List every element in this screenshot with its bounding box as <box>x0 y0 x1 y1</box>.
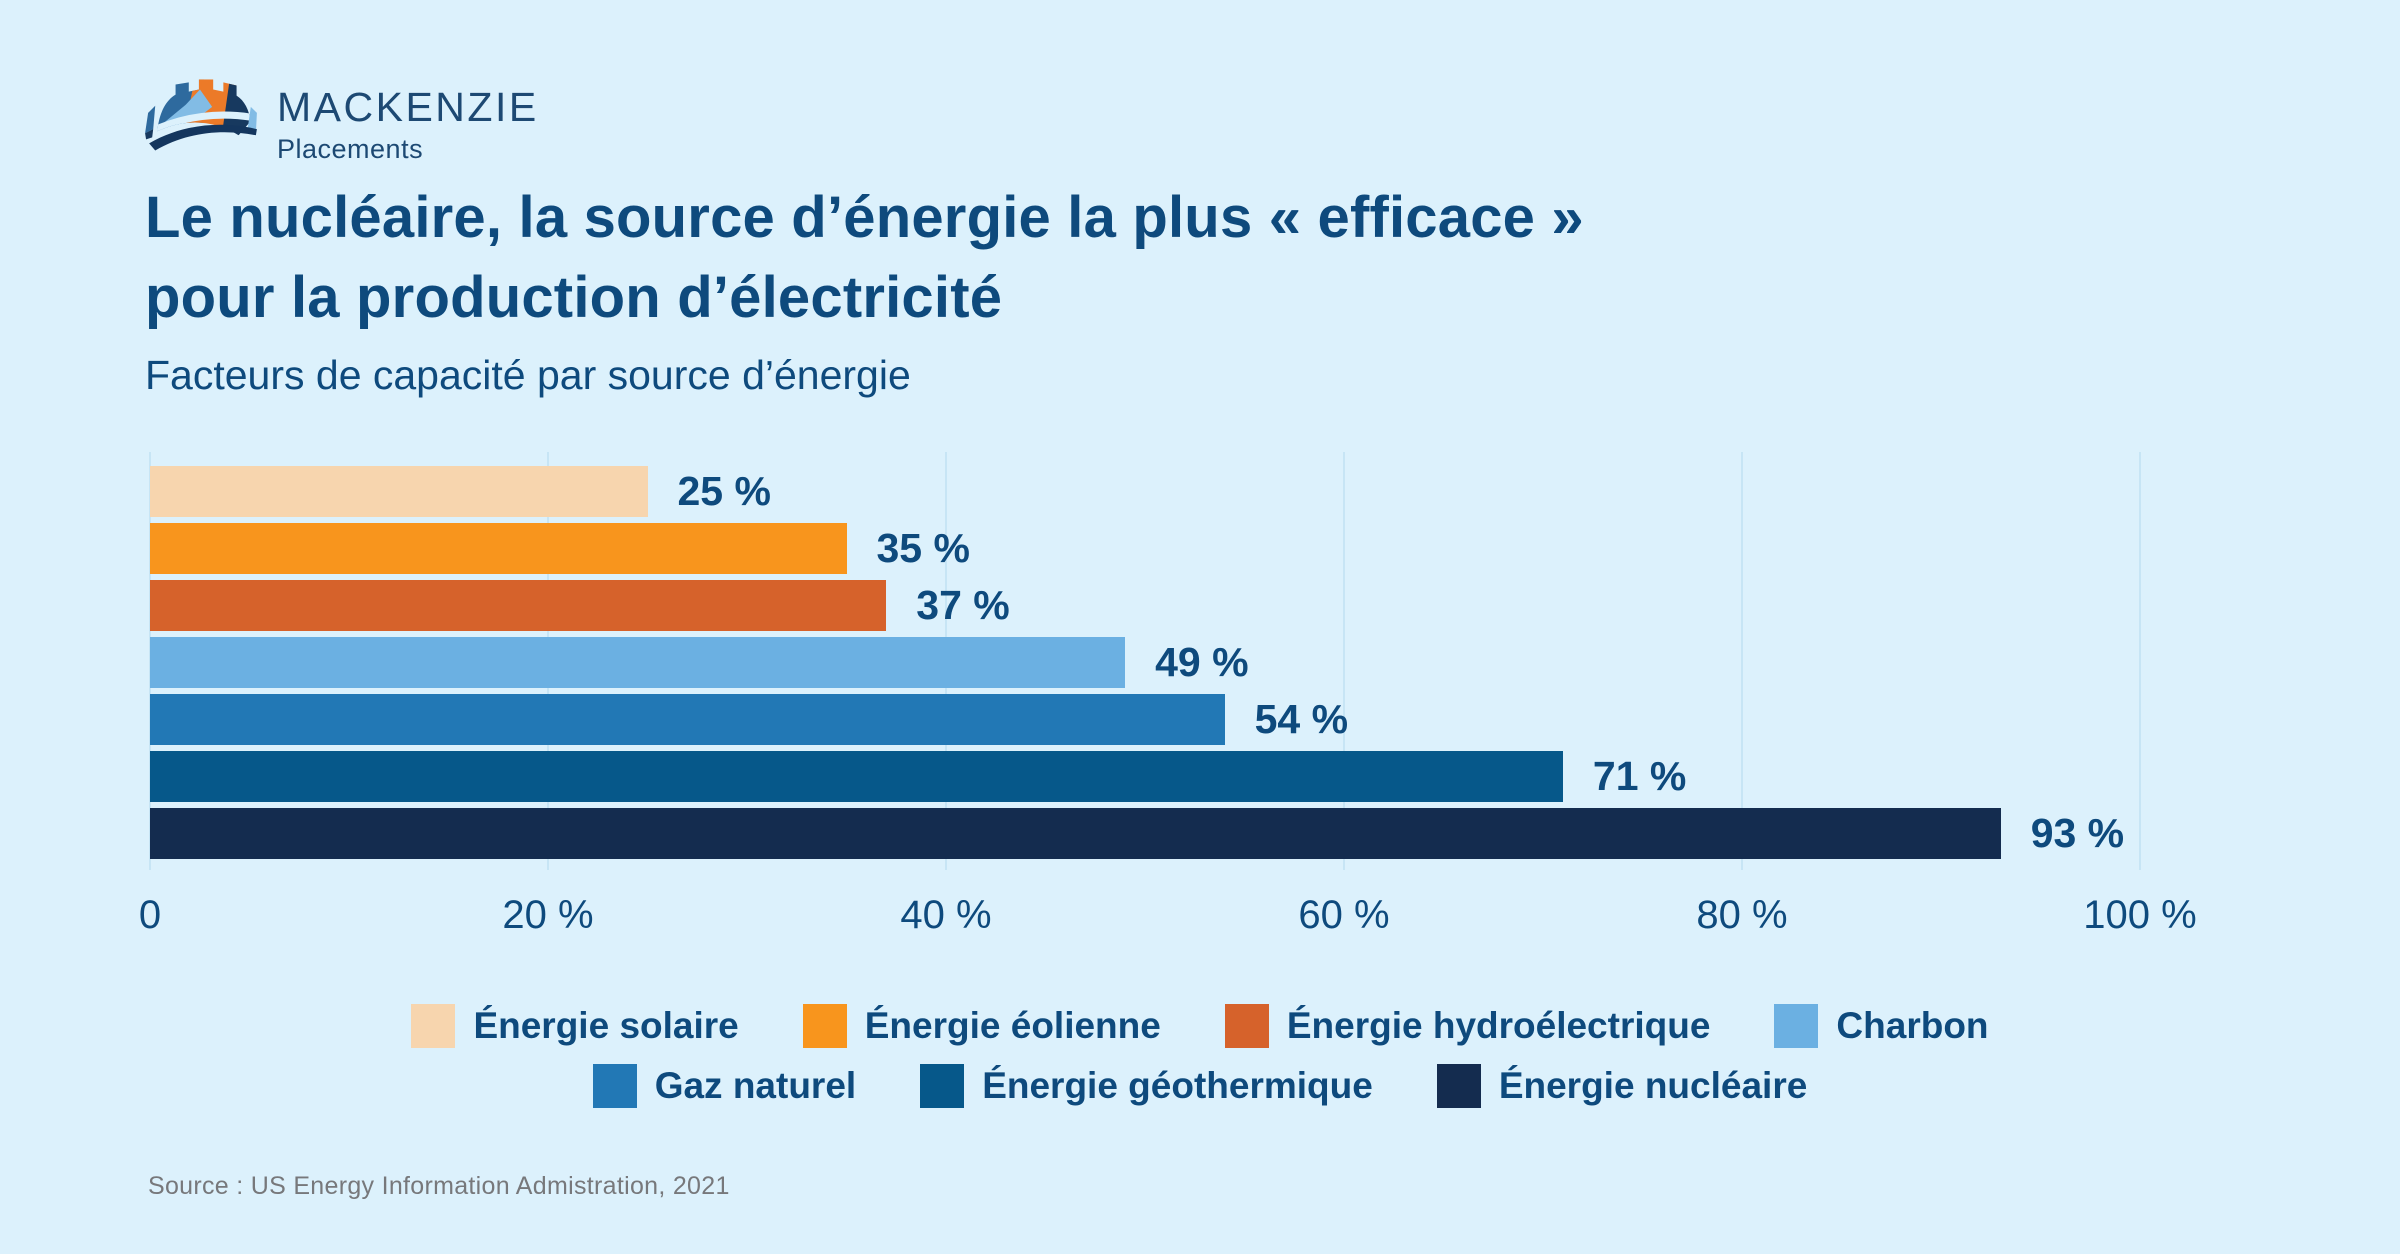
legend-swatch-charbon <box>1774 1004 1819 1048</box>
bar-energie-solaire <box>150 466 648 517</box>
legend-swatch-energie-hydroelectrique <box>1224 1004 1269 1048</box>
bar-value-label: 93 % <box>2030 810 2125 856</box>
bar-row: 35 % <box>150 523 2140 574</box>
bars-group: 25 % 35 % 37 % 49 % 54 % 71 % <box>150 466 2140 859</box>
bar-energie-geothermique <box>150 751 1563 802</box>
bar-chart-plot-area: 25 % 35 % 37 % 49 % 54 % 71 % <box>149 452 2141 870</box>
mackenzie-castle-logo-icon <box>145 79 257 151</box>
brand-subtitle: Placements <box>277 134 424 164</box>
bar-charbon <box>150 637 1126 688</box>
legend-swatch-energie-nucleaire <box>1436 1064 1481 1108</box>
x-axis-tick-label: 20 % <box>502 893 594 937</box>
bar-energie-eolienne <box>150 523 847 574</box>
legend-item-energie-nucleaire: Énergie nucléaire <box>1436 1064 1808 1108</box>
legend-label: Énergie nucléaire <box>1498 1065 1808 1106</box>
legend-item-energie-geothermique: Énergie géothermique <box>920 1064 1373 1108</box>
legend-row-1: Énergie solaire Énergie éolienne Énergie… <box>0 1004 2400 1048</box>
legend-row-2: Gaz naturel Énergie géothermique Énergie… <box>0 1064 2400 1108</box>
brand-logo: MACKENZIE Placements <box>141 74 539 165</box>
legend-label: Gaz naturel <box>654 1065 857 1106</box>
x-axis: 0 20 % 40 % 60 % 80 % 100 % <box>139 893 2197 943</box>
brand-name: MACKENZIE <box>277 84 539 130</box>
legend: Énergie solaire Énergie éolienne Énergie… <box>0 1004 2400 1124</box>
legend-item-energie-eolienne: Énergie éolienne <box>802 1004 1161 1048</box>
bar-value-label: 54 % <box>1254 696 1349 742</box>
bar-gaz-naturel <box>150 694 1225 745</box>
x-axis-tick-label: 60 % <box>1298 893 1390 937</box>
bar-value-label: 49 % <box>1155 639 1249 685</box>
legend-swatch-gaz-naturel <box>592 1064 637 1108</box>
legend-item-energie-solaire: Énergie solaire <box>411 1004 739 1048</box>
bar-energie-nucleaire <box>150 808 2001 859</box>
chart-title: Le nucléaire, la source d’énergie la plu… <box>145 178 1584 338</box>
legend-item-gaz-naturel: Gaz naturel <box>592 1064 857 1108</box>
legend-label: Charbon <box>1836 1005 1989 1046</box>
bar-row: 37 % <box>150 580 2140 631</box>
legend-swatch-energie-solaire <box>411 1004 456 1048</box>
gridline-100 <box>2139 452 2141 870</box>
legend-item-charbon: Charbon <box>1774 1004 1989 1048</box>
bar-row: 71 % <box>150 751 2140 802</box>
legend-item-energie-hydroelectrique: Énergie hydroélectrique <box>1224 1004 1711 1048</box>
bar-value-label: 35 % <box>876 525 970 571</box>
bar-value-label: 71 % <box>1592 753 1687 799</box>
brand-wordmark: MACKENZIE Placements <box>277 84 539 165</box>
gridline-80 <box>1741 452 1743 870</box>
bar-row: 54 % <box>150 694 2140 745</box>
legend-label: Énergie géothermique <box>982 1065 1373 1106</box>
x-axis-tick-label: 80 % <box>1696 893 1788 937</box>
bar-energie-hydroelectrique <box>150 580 887 631</box>
x-axis-tick-label: 0 <box>138 893 162 937</box>
chart-title-line-1: Le nucléaire, la source d’énergie la plu… <box>145 185 1584 250</box>
legend-swatch-energie-geothermique <box>920 1064 965 1108</box>
bar-row: 49 % <box>150 637 2140 688</box>
chart-title-line-2: pour la production d’électricité <box>145 265 1003 330</box>
legend-label: Énergie solaire <box>473 1005 739 1046</box>
chart-subtitle: Facteurs de capacité par source d’énergi… <box>145 352 911 398</box>
bar-value-label: 37 % <box>916 582 1010 628</box>
legend-swatch-energie-eolienne <box>802 1004 847 1048</box>
legend-label: Énergie hydroélectrique <box>1286 1005 1711 1046</box>
gridline-60 <box>1343 452 1345 870</box>
source-note: Source : US Energy Information Admistrat… <box>148 1172 730 1200</box>
bar-value-label: 25 % <box>677 468 771 514</box>
x-axis-tick-label: 100 % <box>2083 893 2197 937</box>
bar-row: 25 % <box>150 466 2140 517</box>
bar-row: 93 % <box>150 808 2140 859</box>
x-axis-tick-label: 40 % <box>900 893 992 937</box>
legend-label: Énergie éolienne <box>864 1005 1161 1046</box>
